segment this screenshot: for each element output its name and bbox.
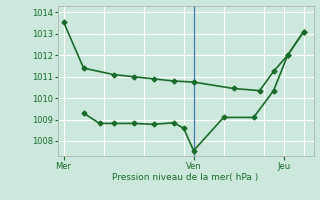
- X-axis label: Pression niveau de la mer( hPa ): Pression niveau de la mer( hPa ): [112, 173, 259, 182]
